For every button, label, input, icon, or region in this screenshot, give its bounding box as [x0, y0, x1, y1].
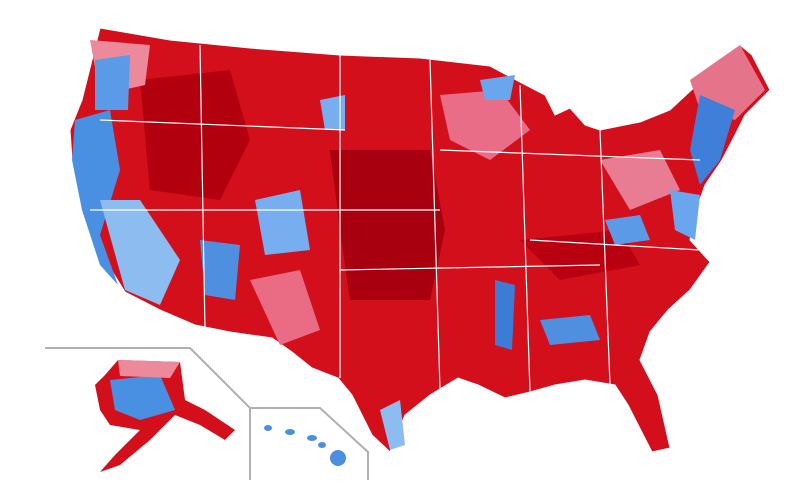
blue-region: [72, 110, 120, 285]
blue-region: [540, 315, 600, 345]
alaska-pink: [118, 360, 180, 378]
contiguous-us: [69, 27, 771, 453]
dark-red-region: [330, 150, 445, 300]
inset-divider: [45, 347, 251, 480]
inset-divider: [250, 407, 369, 480]
state-border: [90, 44, 701, 393]
alaska: [95, 360, 235, 472]
pink-region: [600, 150, 680, 210]
blue-region: [100, 200, 180, 305]
dark-red-region: [520, 230, 640, 280]
blue-region: [320, 95, 345, 130]
hawaii: [264, 425, 346, 466]
pink-region: [250, 270, 320, 345]
blue-region: [670, 190, 700, 240]
hawaii-island: [264, 425, 272, 431]
hawaii-island: [285, 429, 295, 435]
dark-red-region: [140, 70, 250, 200]
alaska-blue: [110, 375, 175, 420]
inset-dividers: [45, 347, 369, 480]
state-borders: [90, 44, 701, 393]
blue-region: [255, 190, 310, 255]
blue-region: [480, 75, 515, 100]
hawaii-island: [307, 435, 317, 441]
blue-region: [495, 280, 515, 350]
blue-region: [690, 95, 735, 185]
blue-region: [200, 240, 240, 300]
pink-region: [440, 90, 530, 160]
hawaii-island: [318, 442, 326, 448]
blue-region: [605, 215, 650, 245]
blue-region: [95, 55, 130, 110]
blue-region: [380, 400, 405, 450]
hawaii-island: [330, 450, 346, 466]
